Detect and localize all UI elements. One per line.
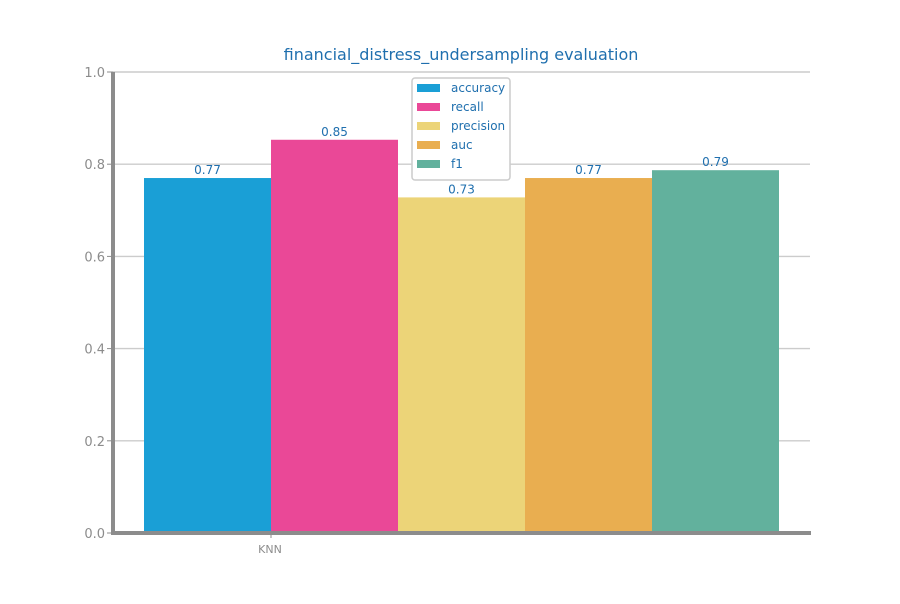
- y-tick-label: 0.2: [84, 435, 105, 450]
- y-tick-label: 0.0: [84, 527, 105, 542]
- legend-swatch-precision: [417, 122, 440, 130]
- legend-swatch-accuracy: [417, 84, 440, 92]
- data-label-precision: 0.73: [448, 182, 475, 196]
- bar-recall: [271, 139, 398, 533]
- legend-label-auc: auc: [451, 138, 473, 152]
- chart-title: financial_distress_undersampling evaluat…: [284, 45, 639, 65]
- legend-label-accuracy: accuracy: [451, 81, 505, 95]
- legend-label-precision: precision: [451, 119, 505, 133]
- y-tick-label: 1.0: [84, 66, 105, 81]
- data-label-auc: 0.77: [575, 163, 602, 177]
- legend-label-recall: recall: [451, 100, 484, 114]
- bar-precision: [398, 197, 525, 533]
- y-tick-label: 0.8: [84, 158, 105, 173]
- legend: accuracy recall precision auc f1: [411, 77, 511, 181]
- y-tick-label: 0.4: [84, 343, 105, 358]
- bar-f1: [652, 170, 779, 533]
- legend-swatch-recall: [417, 103, 440, 111]
- bar-auc: [525, 178, 652, 533]
- x-tick-label: KNN: [258, 543, 282, 556]
- y-tick-label: 0.6: [84, 250, 105, 265]
- data-labels-layer: 0.77 0.85 0.73 0.77 0.79: [194, 125, 729, 197]
- bar-accuracy: [144, 178, 271, 533]
- data-label-accuracy: 0.77: [194, 163, 221, 177]
- data-label-recall: 0.85: [321, 125, 348, 139]
- legend-swatch-auc: [417, 141, 440, 149]
- legend-swatch-f1: [417, 160, 440, 168]
- data-label-f1: 0.79: [702, 155, 729, 169]
- axes-layer: 0.0 0.2 0.4 0.6 0.8 1.0 KNN: [84, 66, 811, 556]
- legend-label-f1: f1: [451, 157, 463, 171]
- bars-layer: [144, 139, 779, 533]
